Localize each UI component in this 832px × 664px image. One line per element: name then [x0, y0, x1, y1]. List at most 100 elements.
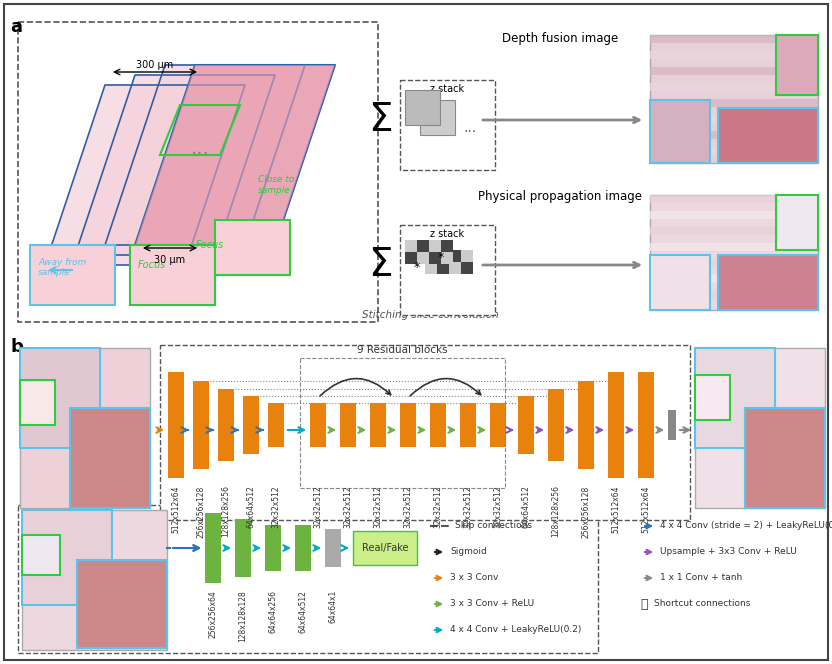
- Bar: [449, 250, 461, 262]
- Bar: [435, 110, 470, 145]
- Bar: [70, 408, 150, 508]
- Bar: [460, 403, 476, 447]
- Bar: [218, 388, 234, 461]
- Bar: [20, 348, 100, 448]
- Text: 128x128x128: 128x128x128: [239, 590, 247, 641]
- Bar: [650, 275, 818, 283]
- Text: ...: ...: [463, 121, 477, 135]
- Bar: [718, 255, 818, 310]
- Text: 32x32x512: 32x32x512: [344, 485, 353, 528]
- Bar: [650, 243, 818, 251]
- Bar: [695, 348, 825, 508]
- Bar: [400, 403, 416, 447]
- Text: Stitching slice convolution: Stitching slice convolution: [362, 310, 498, 320]
- Bar: [650, 255, 710, 310]
- Bar: [650, 211, 818, 219]
- Text: 3 x 3 Conv: 3 x 3 Conv: [450, 574, 498, 582]
- Bar: [22, 535, 60, 575]
- Text: 30 μm: 30 μm: [155, 255, 186, 265]
- Bar: [235, 519, 251, 577]
- Bar: [430, 403, 446, 447]
- Polygon shape: [135, 65, 335, 245]
- Bar: [461, 250, 473, 262]
- Bar: [650, 195, 818, 310]
- Bar: [425, 250, 437, 262]
- Polygon shape: [45, 85, 245, 265]
- Text: *: *: [438, 252, 444, 264]
- Text: 32x32x512: 32x32x512: [374, 485, 383, 528]
- Bar: [548, 388, 564, 461]
- Bar: [695, 375, 730, 420]
- Text: Shortcut connections: Shortcut connections: [654, 600, 750, 608]
- Bar: [22, 510, 112, 605]
- Bar: [745, 408, 825, 508]
- Text: 300 μm: 300 μm: [136, 60, 174, 70]
- Text: Upsample + 3x3 Conv + ReLU: Upsample + 3x3 Conv + ReLU: [660, 548, 797, 556]
- Polygon shape: [135, 65, 335, 245]
- Bar: [441, 252, 453, 264]
- Text: 256x256x128: 256x256x128: [582, 485, 591, 538]
- Bar: [650, 195, 818, 203]
- Bar: [193, 380, 209, 469]
- Text: Close to
sample: Close to sample: [258, 175, 295, 195]
- Bar: [518, 396, 534, 454]
- Text: z stack: z stack: [430, 84, 464, 94]
- Bar: [22, 510, 167, 650]
- Bar: [578, 380, 594, 469]
- Bar: [405, 90, 440, 125]
- Text: 32x32x512: 32x32x512: [404, 485, 413, 528]
- FancyBboxPatch shape: [353, 531, 417, 565]
- Text: 32x32x512: 32x32x512: [493, 485, 503, 528]
- Text: 32x32x512: 32x32x512: [463, 485, 473, 528]
- Bar: [776, 195, 818, 250]
- Text: Skip connections: Skip connections: [455, 521, 532, 531]
- Bar: [268, 403, 284, 447]
- Bar: [370, 403, 386, 447]
- Text: 512x512x64: 512x512x64: [171, 485, 181, 533]
- Text: 3 x 3 Conv + ReLU: 3 x 3 Conv + ReLU: [450, 600, 534, 608]
- Text: Away from
sample: Away from sample: [38, 258, 87, 278]
- Bar: [417, 240, 429, 252]
- Text: Sigmoid: Sigmoid: [450, 548, 487, 556]
- Bar: [776, 35, 818, 95]
- Text: 512x512x64: 512x512x64: [612, 485, 621, 533]
- Text: 32x32x512: 32x32x512: [314, 485, 323, 528]
- Bar: [650, 259, 818, 267]
- Bar: [310, 403, 326, 447]
- FancyBboxPatch shape: [400, 225, 495, 315]
- Text: Focus: Focus: [196, 240, 224, 250]
- Text: ⌒: ⌒: [640, 598, 647, 610]
- Bar: [420, 100, 455, 135]
- Text: *: *: [414, 262, 420, 274]
- Bar: [650, 35, 818, 43]
- Bar: [425, 262, 437, 274]
- Bar: [340, 403, 356, 447]
- Bar: [490, 403, 506, 447]
- Text: 32x32x512: 32x32x512: [271, 485, 280, 528]
- FancyBboxPatch shape: [160, 345, 690, 520]
- Bar: [243, 396, 259, 454]
- Text: z stack: z stack: [430, 229, 464, 239]
- Text: 256x256x128: 256x256x128: [196, 485, 206, 538]
- Bar: [650, 83, 818, 91]
- Bar: [608, 372, 624, 478]
- Text: Depth fusion image: Depth fusion image: [502, 32, 618, 45]
- Text: Focus: Focus: [138, 260, 166, 270]
- Text: 1 x 1 Conv + tanh: 1 x 1 Conv + tanh: [660, 574, 742, 582]
- Text: Σ: Σ: [368, 246, 393, 284]
- Bar: [650, 227, 818, 235]
- Text: 9 Residual blocks: 9 Residual blocks: [357, 345, 448, 355]
- Text: 64x64x256: 64x64x256: [269, 590, 278, 633]
- Text: Σ: Σ: [368, 101, 393, 139]
- FancyBboxPatch shape: [18, 505, 598, 653]
- Text: 64x64x512: 64x64x512: [522, 485, 531, 528]
- Text: 64x64x512: 64x64x512: [299, 590, 308, 633]
- Bar: [20, 348, 150, 508]
- Text: Physical propagation image: Physical propagation image: [478, 190, 642, 203]
- FancyBboxPatch shape: [18, 22, 378, 322]
- Bar: [695, 348, 775, 448]
- Polygon shape: [105, 65, 305, 245]
- Bar: [650, 99, 818, 107]
- Bar: [461, 262, 473, 274]
- Text: 512x512x64: 512x512x64: [641, 485, 651, 533]
